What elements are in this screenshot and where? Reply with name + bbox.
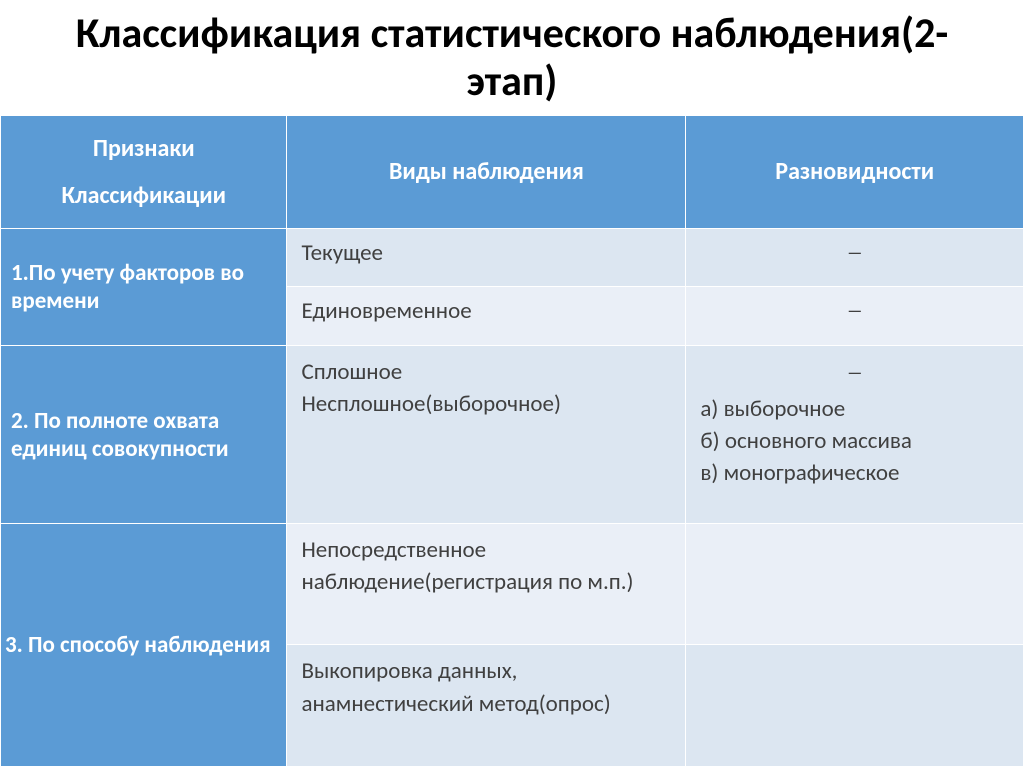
table-row: 1.По учету факторов во времени Текущее −: [1, 228, 1024, 287]
slide-title: Классификация статистического наблюдения…: [0, 0, 1024, 115]
row2-label: 2. По полноте охвата единиц совокупности: [1, 346, 287, 524]
row3-type2: Выкопировка данных, анамнестический мето…: [287, 645, 686, 767]
header-col1-line2: Классификации: [13, 181, 274, 210]
row2-variety: − а) выборочное б) основного массива в) …: [686, 346, 1024, 524]
row1-type1: Текущее: [287, 228, 686, 287]
row2-variety-dash: −: [700, 356, 1009, 392]
header-col1: Признаки Классификации: [1, 115, 287, 228]
header-col2: Виды наблюдения: [287, 115, 686, 228]
table-row: 2. По полноте охвата единиц совокупности…: [1, 346, 1024, 524]
header-col1-line1: Признаки: [13, 134, 274, 163]
row2-type-line2: Несплошное(выборочное): [301, 388, 671, 420]
table-header-row: Признаки Классификации Виды наблюдения Р…: [1, 115, 1024, 228]
row1-variety2: −: [686, 287, 1024, 346]
slide-container: Классификация статистического наблюдения…: [0, 0, 1024, 767]
row3-label: 3. По способу наблюдения: [1, 523, 287, 766]
row2-type: Сплошное Несплошное(выборочное): [287, 346, 686, 524]
row1-label: 1.По учету факторов во времени: [1, 228, 287, 346]
table-row: 3. По способу наблюдения Непосредственно…: [1, 523, 1024, 645]
row3-variety1: [686, 523, 1024, 645]
row1-type2: Единовременное: [287, 287, 686, 346]
row3-variety2: [686, 645, 1024, 767]
row2-variety-b: б) основного массива: [700, 425, 1009, 457]
row3-type1: Непосредственное наблюдение(регистрация …: [287, 523, 686, 645]
row1-variety1: −: [686, 228, 1024, 287]
row2-variety-a: а) выборочное: [700, 393, 1009, 425]
header-col3: Разновидности: [686, 115, 1024, 228]
classification-table: Признаки Классификации Виды наблюдения Р…: [0, 115, 1024, 767]
row2-variety-c: в) монографическое: [700, 457, 1009, 489]
row2-type-line1: Сплошное: [301, 356, 671, 388]
